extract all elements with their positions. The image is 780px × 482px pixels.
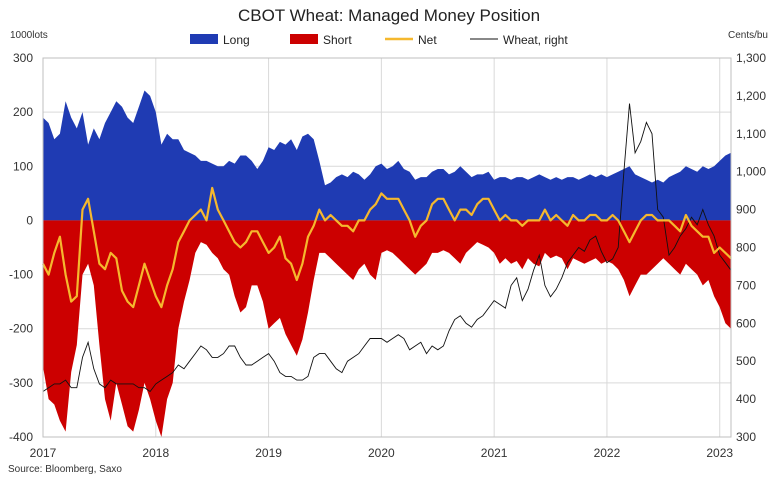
y-right-tick-label: 700	[736, 278, 756, 292]
series-long-area	[43, 90, 731, 221]
plot-frame	[42, 57, 732, 438]
x-tick-label: 2023	[706, 446, 733, 460]
y-left-tick-label: -100	[9, 268, 33, 282]
y-right-tick-label: 1,300	[736, 51, 766, 65]
legend-label-wheat: Wheat, right	[503, 33, 568, 47]
y-left-tick-label: -200	[9, 322, 33, 336]
y-left-tick-label: -300	[9, 376, 33, 390]
x-tick-label: 2019	[255, 446, 282, 460]
y-right-tick-label: 900	[736, 203, 756, 217]
y-right-tick-label: 800	[736, 241, 756, 255]
series-net-line	[42, 186, 732, 309]
right-axis-unit: Cents/bu	[728, 30, 768, 41]
y-right-tick-label: 400	[736, 392, 756, 406]
series-short-area	[43, 220, 731, 437]
chart-title: CBOT Wheat: Managed Money Position	[238, 6, 540, 25]
x-tick-label: 2020	[368, 446, 395, 460]
left-axis-unit: 1000lots	[10, 30, 48, 41]
source-note: Source: Bloomberg, Saxo	[8, 464, 122, 475]
x-tick-label: 2018	[142, 446, 169, 460]
axes: 300 200 100 0 -100 -200 -300 -400 1,300 1,200 1,10…	[9, 51, 766, 460]
legend-swatch-long	[190, 34, 218, 44]
legend-label-net: Net	[418, 33, 437, 47]
x-tick-label: 2017	[30, 446, 57, 460]
y-left-tick-label: 300	[13, 51, 33, 65]
legend-label-long: Long	[223, 33, 250, 47]
legend-label-short: Short	[323, 33, 352, 47]
legend-swatch-short	[290, 34, 318, 44]
y-right-tick-label: 300	[736, 430, 756, 444]
y-right-tick-label: 600	[736, 316, 756, 330]
y-right-tick-label: 1,200	[736, 89, 766, 103]
legend: Long Short Net Wheat, right	[190, 33, 568, 47]
y-left-tick-label: 0	[26, 213, 33, 227]
x-tick-label: 2022	[594, 446, 621, 460]
x-tick-label: 2021	[481, 446, 508, 460]
y-right-tick-label: 1,000	[736, 165, 766, 179]
y-left-tick-label: 100	[13, 159, 33, 173]
plot-area	[42, 90, 732, 437]
y-left-tick-label: -400	[9, 430, 33, 444]
y-right-tick-label: 500	[736, 354, 756, 368]
y-right-tick-label: 1,100	[736, 127, 766, 141]
series-wheat-line	[42, 103, 732, 393]
y-left-tick-label: 200	[13, 105, 33, 119]
